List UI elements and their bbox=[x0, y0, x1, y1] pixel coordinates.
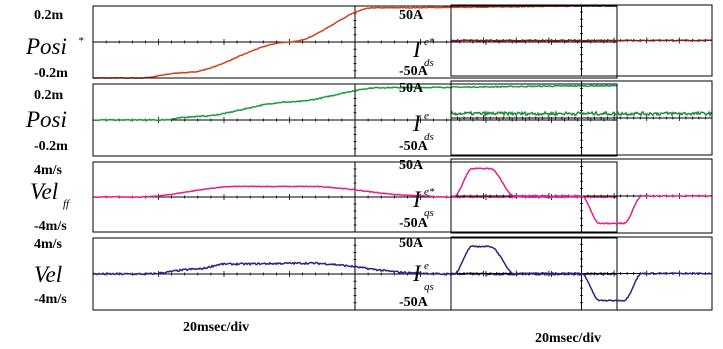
label-ids-main: I bbox=[413, 111, 421, 136]
trace-ids bbox=[450, 110, 713, 118]
label-vel-main: Vel bbox=[34, 262, 63, 287]
label-ids: I e ds bbox=[413, 110, 434, 143]
trace-posi bbox=[92, 84, 618, 122]
panel-ids-frame bbox=[450, 80, 713, 156]
label-ids-ref-sup: e* bbox=[424, 36, 435, 48]
panel-vel-ff-frame bbox=[92, 161, 618, 233]
scale-top-posi-ref: 0.2m bbox=[34, 8, 64, 23]
label-vel-ff: Vel ff bbox=[30, 179, 69, 210]
label-iqs-ref-sub: qs bbox=[424, 207, 434, 219]
label-iqs-main: I bbox=[413, 261, 421, 286]
trace-posi-ref bbox=[92, 4, 618, 80]
label-posi-ref: Posi * bbox=[26, 34, 84, 59]
label-iqs-ref: I e* qs bbox=[413, 186, 434, 219]
label-posi-ref-main: Posi bbox=[26, 34, 67, 59]
label-iqs-ref-sup: e* bbox=[424, 186, 435, 198]
scale-top-ids-ref: 50A bbox=[399, 8, 424, 23]
label-ids-sub: ds bbox=[424, 131, 434, 143]
label-vel-ff-sub: ff bbox=[63, 198, 70, 210]
panel-posi-ref bbox=[92, 4, 618, 80]
label-vel-ff-main: Vel bbox=[30, 179, 59, 204]
timebase-right: 20msec/div bbox=[535, 331, 602, 346]
scale-top-iqs: 50A bbox=[399, 236, 424, 251]
label-iqs-ref-main: I bbox=[413, 187, 421, 212]
label-posi-main: Posi bbox=[26, 107, 67, 132]
panel-ids-grid bbox=[451, 81, 712, 155]
scale-bottom-iqs: -50A bbox=[399, 295, 428, 310]
panel-posi-ref-grid bbox=[93, 6, 617, 78]
label-ids-ref-sub: ds bbox=[424, 57, 434, 69]
scale-bottom-vel-ff: -4m/s bbox=[34, 219, 67, 234]
scale-top-posi: 0.2m bbox=[34, 88, 64, 103]
scale-bottom-posi-ref: -0.2m bbox=[34, 66, 68, 81]
panel-ids-ref bbox=[450, 4, 713, 77]
label-iqs: I e qs bbox=[413, 260, 434, 293]
label-posi-ref-sup: * bbox=[78, 35, 84, 47]
panel-iqs bbox=[450, 236, 713, 311]
panel-posi-grid bbox=[93, 84, 617, 156]
timebase-left: 20msec/div bbox=[183, 320, 250, 335]
scale-bottom-iqs-ref: -50A bbox=[399, 216, 428, 231]
label-vel: Vel bbox=[34, 263, 62, 286]
trace-ids-ref bbox=[450, 39, 713, 42]
panel-iqs-frame bbox=[450, 236, 713, 311]
scale-top-iqs-ref: 50A bbox=[399, 158, 424, 173]
label-iqs-sub: qs bbox=[424, 281, 434, 293]
panel-posi bbox=[92, 83, 618, 157]
label-iqs-sup: e bbox=[424, 260, 429, 272]
scale-bottom-vel: -4m/s bbox=[34, 292, 67, 307]
trace-iqs-ref bbox=[450, 167, 713, 225]
label-ids-sup: e bbox=[424, 110, 429, 122]
scale-bottom-ids: -50A bbox=[399, 139, 428, 154]
scale-bottom-ids-ref: -50A bbox=[399, 64, 428, 79]
panel-posi-ref-frame bbox=[92, 5, 618, 79]
label-ids-ref: I e* ds bbox=[413, 36, 434, 69]
scale-top-vel-ff: 4m/s bbox=[34, 163, 62, 178]
scale-top-vel: 4m/s bbox=[34, 237, 62, 252]
label-posi: Posi bbox=[26, 108, 67, 131]
trace-iqs bbox=[450, 245, 713, 302]
label-ids-ref-main: I bbox=[413, 37, 421, 62]
scale-top-ids: 50A bbox=[399, 81, 424, 96]
panel-ids bbox=[450, 80, 713, 156]
panel-ids-ref-frame bbox=[450, 4, 713, 77]
panel-posi-frame bbox=[92, 83, 618, 157]
panel-iqs-ref-frame bbox=[450, 158, 713, 234]
scale-bottom-posi: -0.2m bbox=[34, 139, 68, 154]
panel-iqs-ref bbox=[450, 158, 713, 234]
